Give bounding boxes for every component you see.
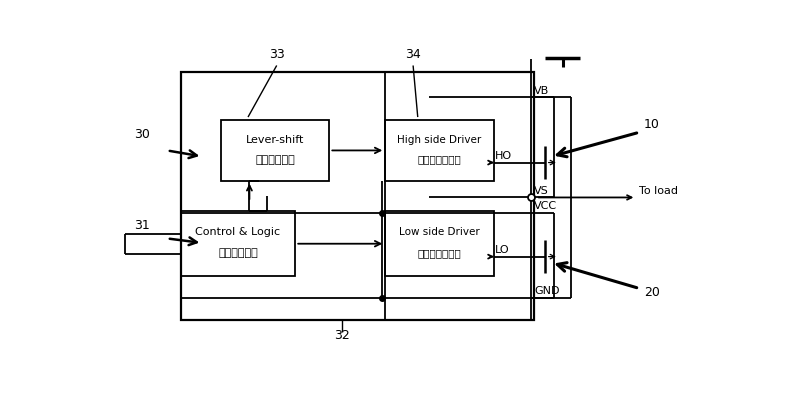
- Text: VCC: VCC: [534, 201, 557, 211]
- Text: 33: 33: [269, 48, 285, 61]
- Text: VS: VS: [534, 186, 549, 196]
- Bar: [386, 211, 494, 276]
- Text: 32: 32: [334, 329, 350, 342]
- Text: High side Driver: High side Driver: [398, 134, 482, 145]
- Text: 31: 31: [134, 219, 150, 232]
- Text: 低压侧驱动模块: 低压侧驱动模块: [418, 249, 462, 258]
- Text: 高压侧驱动模块: 高压侧驱动模块: [418, 154, 462, 165]
- Text: Control & Logic: Control & Logic: [195, 227, 281, 237]
- Text: 10: 10: [644, 118, 660, 131]
- Text: GND: GND: [534, 286, 559, 296]
- Text: LO: LO: [495, 245, 510, 255]
- Text: 控制逻辑模块: 控制逻辑模块: [218, 249, 258, 258]
- Bar: [181, 211, 295, 276]
- Text: To load: To load: [639, 186, 678, 197]
- Text: VB: VB: [534, 86, 550, 96]
- Text: 34: 34: [406, 48, 421, 61]
- Text: Low side Driver: Low side Driver: [399, 227, 480, 237]
- Text: 20: 20: [644, 286, 660, 299]
- Text: HO: HO: [495, 151, 512, 161]
- Bar: [181, 72, 534, 320]
- Bar: [386, 120, 494, 181]
- Text: 30: 30: [134, 128, 150, 141]
- Text: Lever-shift: Lever-shift: [246, 134, 304, 145]
- Text: 电平转移模块: 电平转移模块: [255, 154, 295, 165]
- Bar: [221, 120, 330, 181]
- Bar: [386, 72, 534, 320]
